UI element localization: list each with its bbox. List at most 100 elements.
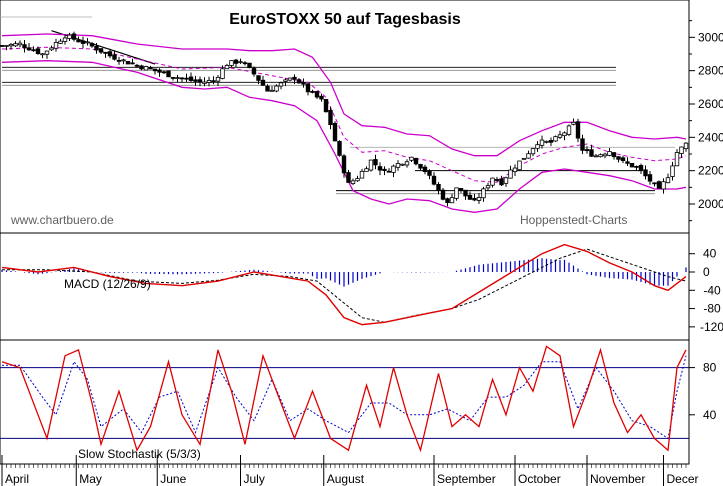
candle-body xyxy=(584,149,590,152)
candle-body xyxy=(647,174,653,182)
candle-body xyxy=(409,156,414,161)
candle-body xyxy=(107,51,113,57)
candle-body xyxy=(463,189,468,197)
candle-body xyxy=(481,188,486,199)
candle-body xyxy=(364,168,369,172)
candle-body xyxy=(157,69,162,73)
candle-body xyxy=(125,61,131,65)
price-axis-tick-label: 2200 xyxy=(698,164,723,178)
candle-body xyxy=(301,82,306,85)
candle-body xyxy=(553,136,558,142)
candle-body xyxy=(278,82,284,87)
candle-body xyxy=(283,79,288,82)
candle-body xyxy=(575,121,581,139)
candle-body xyxy=(71,33,77,40)
month-label: Decer xyxy=(667,472,699,486)
stoch-layer xyxy=(0,345,689,453)
macd-axis-tick-label: 40 xyxy=(703,247,717,261)
candle-body xyxy=(638,165,644,172)
candle-body xyxy=(175,77,180,80)
candle-body xyxy=(121,59,126,62)
candle-body xyxy=(521,157,527,160)
candle-body xyxy=(346,172,351,183)
candle-body xyxy=(292,76,297,80)
candle-body xyxy=(13,43,18,47)
candle-body xyxy=(305,83,311,93)
candle-body xyxy=(391,165,396,173)
macd-layer xyxy=(1,243,687,326)
candle-body xyxy=(274,85,279,92)
candle-body xyxy=(377,166,383,171)
candle-body xyxy=(229,60,234,66)
candle-body xyxy=(490,177,495,186)
candle-body xyxy=(629,162,635,168)
stoch-label: Slow Stochastik (5/3/3) xyxy=(78,447,201,461)
candle-body xyxy=(296,79,302,84)
price-axis-tick-label: 2400 xyxy=(698,130,723,144)
macd-line xyxy=(1,243,687,326)
candle-body xyxy=(161,71,167,74)
candle-body xyxy=(368,159,374,171)
candle-body xyxy=(679,146,684,155)
candle-body xyxy=(17,42,23,46)
candle-body xyxy=(593,155,599,158)
candle-body xyxy=(562,132,567,137)
candle-body xyxy=(413,157,419,165)
price-axis-tick-label: 3000 xyxy=(698,30,723,44)
candle-body xyxy=(589,149,594,157)
candle-body xyxy=(386,170,392,173)
bollinger-upper-line xyxy=(1,33,687,157)
candle-body xyxy=(530,148,536,155)
stoch-axis-tick-label: 80 xyxy=(703,361,717,375)
macd-axis-tick-label: -80 xyxy=(703,302,721,316)
candle-body xyxy=(400,163,405,166)
candle-body xyxy=(323,99,329,113)
macd-axis-tick-label: -120 xyxy=(700,320,723,334)
month-label: May xyxy=(79,472,102,486)
candle-body xyxy=(373,159,378,166)
candle-body xyxy=(332,122,338,142)
candle-body xyxy=(440,189,446,200)
candle-body xyxy=(436,184,441,191)
candle-body xyxy=(661,181,666,190)
candle-body xyxy=(89,43,95,47)
candle-body xyxy=(166,70,171,78)
candle-body xyxy=(616,156,621,160)
candle-body xyxy=(265,85,270,92)
candle-body xyxy=(53,42,59,49)
candle-body xyxy=(499,178,504,186)
candle-body xyxy=(242,62,248,65)
candle-body xyxy=(571,121,576,125)
candle-body xyxy=(206,80,212,83)
overlay-layer xyxy=(0,16,687,213)
candle-body xyxy=(130,62,135,65)
candle-body xyxy=(233,59,239,64)
candle-body xyxy=(247,62,252,68)
candle-body xyxy=(674,152,680,167)
candle-body xyxy=(548,140,554,143)
month-label: April xyxy=(5,472,29,486)
candle-body xyxy=(44,50,50,55)
candle-body xyxy=(454,187,459,199)
stoch-axis-tick-label: 40 xyxy=(703,408,717,422)
candle-body xyxy=(643,169,648,177)
candle-body xyxy=(665,177,671,184)
candle-body xyxy=(566,125,572,135)
candle-body xyxy=(476,197,482,201)
candle-body xyxy=(4,45,9,47)
candle-body xyxy=(580,138,585,151)
candle-body xyxy=(449,197,455,204)
candle-body xyxy=(188,76,194,81)
candle-body xyxy=(76,39,81,43)
candle-body xyxy=(40,53,45,56)
candle-body xyxy=(431,175,437,185)
candle-body xyxy=(512,167,518,173)
candle-body xyxy=(224,65,230,70)
candle-body xyxy=(611,152,617,158)
candle-body xyxy=(535,144,540,149)
candle-body xyxy=(404,161,410,166)
candle-body xyxy=(328,109,333,126)
candle-body xyxy=(467,194,473,200)
candle-body xyxy=(359,170,365,179)
